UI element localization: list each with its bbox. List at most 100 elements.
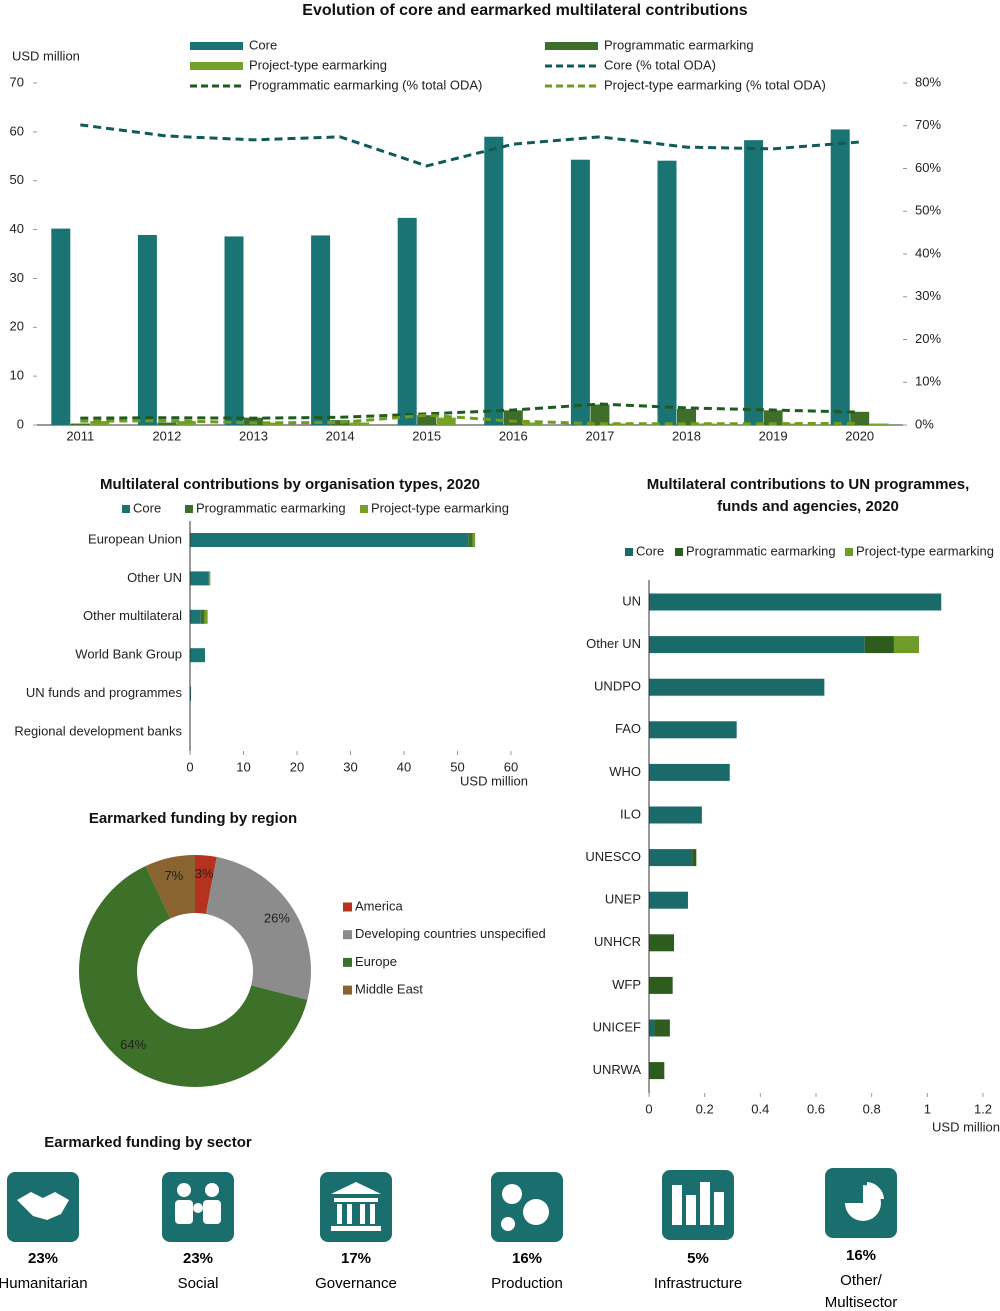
x-tick-label: 2012 xyxy=(152,428,181,443)
y-tick-label: UNDPO xyxy=(594,679,641,694)
bar xyxy=(763,410,783,425)
sector-label: Humanitarian xyxy=(0,1275,88,1292)
line xyxy=(80,402,860,420)
bar xyxy=(649,849,693,867)
bar xyxy=(830,129,850,425)
y-tick-label: UN funds and programmes xyxy=(26,685,183,700)
y-tick-label: WHO xyxy=(609,764,641,779)
legend-swatch xyxy=(343,902,352,912)
bar xyxy=(90,421,110,425)
bar xyxy=(677,408,696,425)
bar xyxy=(472,533,476,547)
bar xyxy=(311,235,331,425)
sector-share: 16% xyxy=(511,1250,543,1267)
legend-swatch xyxy=(675,548,683,556)
bar xyxy=(657,160,677,425)
legend-label: Programmatic earmarking xyxy=(604,37,754,52)
x-tick-label: 2018 xyxy=(672,428,701,443)
y-tick-label: 60 xyxy=(10,123,24,138)
bar xyxy=(190,609,201,624)
y-tick-label: Other UN xyxy=(586,636,641,651)
y2-tick-label: 60% xyxy=(915,160,941,175)
bar xyxy=(209,571,211,586)
x-tick-label: 60 xyxy=(504,759,518,774)
bar xyxy=(649,1019,655,1037)
bar xyxy=(649,806,702,824)
y-tick-label: Other UN xyxy=(127,570,182,585)
bar xyxy=(864,636,894,654)
x-tick-label: 10 xyxy=(236,759,250,774)
data-label: 26% xyxy=(264,910,290,925)
bar xyxy=(190,648,205,663)
donut-segment xyxy=(205,857,311,1000)
legend-label: Programmatic earmarking xyxy=(196,500,346,515)
bar xyxy=(190,533,469,547)
x-tick-label: 2015 xyxy=(412,428,441,443)
x-tick-label: 2011 xyxy=(66,428,94,443)
y-tick-label: UNESCO xyxy=(585,849,641,864)
x-tick-label: 2014 xyxy=(326,428,355,443)
bar xyxy=(649,891,688,909)
y-tick-label: UNICEF xyxy=(593,1019,641,1034)
y2-tick-label: 50% xyxy=(915,203,941,218)
bar xyxy=(224,236,244,425)
x-tick-label: 2019 xyxy=(759,428,788,443)
legend-swatch xyxy=(190,42,243,50)
donut-segment xyxy=(195,855,217,915)
legend-label: Core xyxy=(636,543,664,558)
legend-label: Project-type earmarking xyxy=(249,57,387,72)
donut-segment xyxy=(78,866,308,1088)
bar xyxy=(330,420,350,425)
chart-title: Earmarked funding by sector xyxy=(44,1134,252,1151)
bar xyxy=(649,763,730,781)
bar xyxy=(649,678,825,696)
bar xyxy=(649,636,865,654)
y-tick-label: WFP xyxy=(612,977,641,992)
legend-swatch xyxy=(190,62,243,70)
x-tick-label: 0.2 xyxy=(696,1101,714,1116)
bar xyxy=(70,423,90,425)
bar xyxy=(157,422,177,425)
data-label: 7% xyxy=(164,868,183,883)
legend-label: Core xyxy=(133,500,161,515)
legend-swatch xyxy=(122,505,130,513)
bar xyxy=(523,422,543,425)
donut-segment xyxy=(145,855,195,919)
legend-swatch xyxy=(343,985,352,995)
x-tick-label: 20 xyxy=(290,759,304,774)
data-label: 3% xyxy=(195,866,214,881)
sector-label: Governance xyxy=(315,1275,397,1292)
x-axis-label: USD million xyxy=(460,773,528,788)
bar xyxy=(850,411,870,425)
y2-tick-label: 30% xyxy=(915,288,941,303)
bar xyxy=(649,593,942,611)
y2-tick-label: 0% xyxy=(915,416,934,431)
legend-label: America xyxy=(355,898,403,913)
x-tick-label: 0 xyxy=(186,759,193,774)
bar xyxy=(590,404,610,425)
bar xyxy=(204,609,208,624)
y-tick-label: UN xyxy=(622,593,641,608)
legend-swatch xyxy=(343,930,352,940)
sector-label: Production xyxy=(491,1275,563,1292)
x-axis-label: USD million xyxy=(932,1119,1000,1134)
legend-swatch xyxy=(360,505,368,513)
y-tick-label: 70 xyxy=(10,74,24,89)
chart-title: Multilateral contributions by organisati… xyxy=(99,476,481,493)
x-tick-label: 0.6 xyxy=(807,1101,825,1116)
x-tick-label: 30 xyxy=(343,759,357,774)
bar xyxy=(137,234,157,425)
legend-label: Project-type earmarking (% total ODA) xyxy=(604,77,826,92)
icon-glyphs xyxy=(17,1182,884,1231)
bar xyxy=(484,136,504,425)
x-tick-label: 40 xyxy=(397,759,411,774)
bar xyxy=(208,571,210,586)
legend-label: Programmatic earmarking xyxy=(686,543,836,558)
bar xyxy=(783,423,803,425)
sector-share: 16% xyxy=(845,1247,877,1264)
legend-label: Project-type earmarking xyxy=(371,500,509,515)
bar xyxy=(503,410,523,425)
sector-share: 23% xyxy=(27,1250,59,1267)
